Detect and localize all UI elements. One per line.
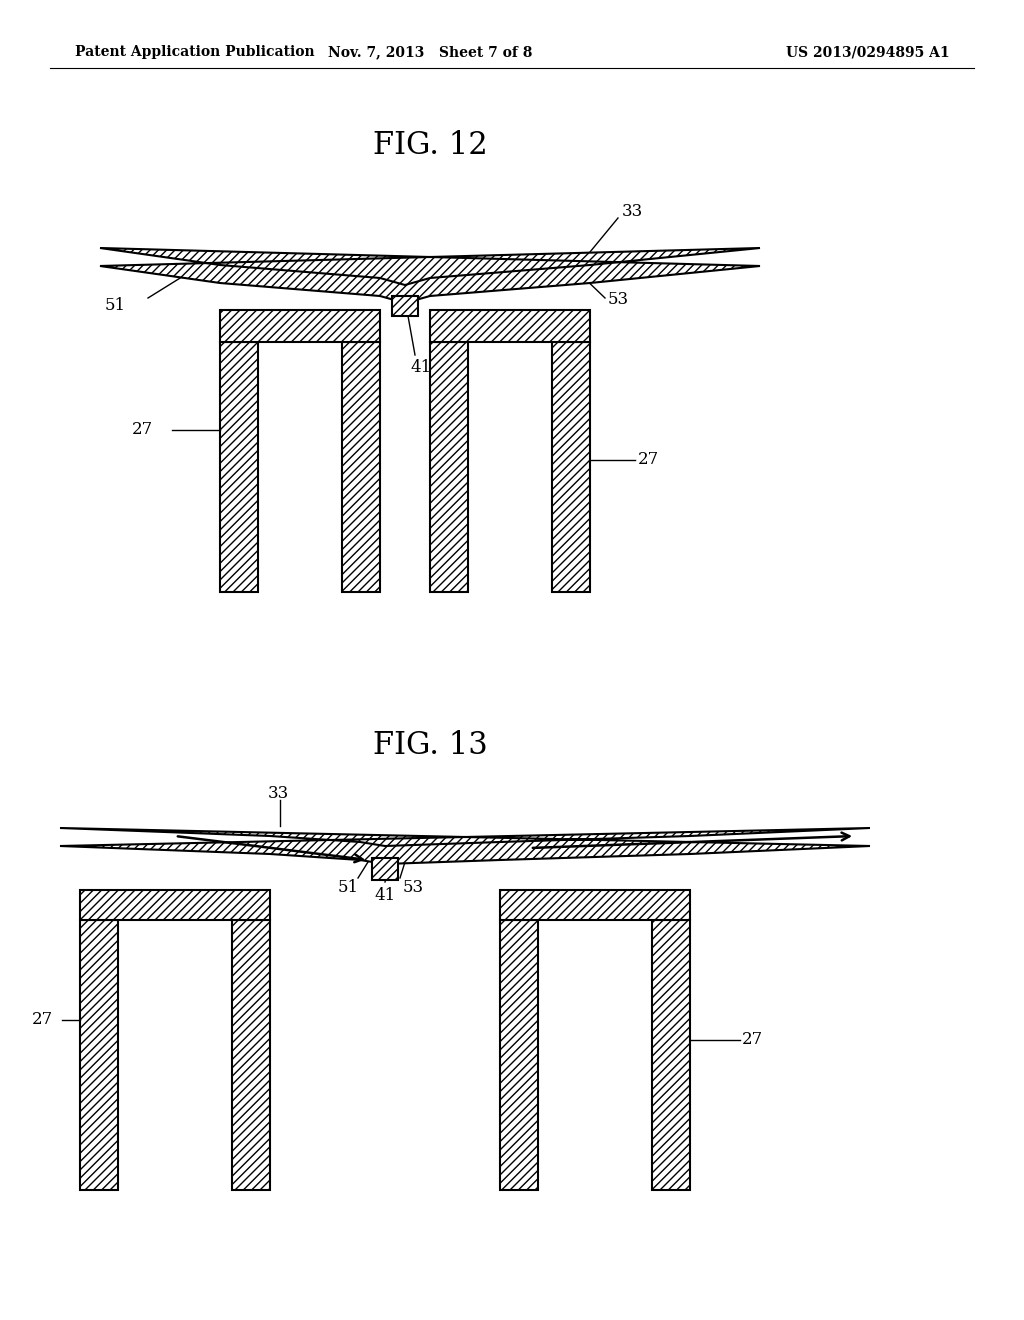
Polygon shape — [342, 342, 380, 591]
Polygon shape — [552, 342, 590, 591]
Polygon shape — [430, 342, 468, 591]
Text: 41: 41 — [410, 359, 431, 376]
Text: 27: 27 — [132, 421, 154, 438]
Text: 53: 53 — [608, 292, 629, 309]
Text: 53: 53 — [403, 879, 424, 896]
Polygon shape — [500, 920, 538, 1191]
Text: FIG. 12: FIG. 12 — [373, 129, 487, 161]
Polygon shape — [80, 920, 118, 1191]
Text: Nov. 7, 2013   Sheet 7 of 8: Nov. 7, 2013 Sheet 7 of 8 — [328, 45, 532, 59]
Polygon shape — [80, 890, 270, 920]
Text: 51: 51 — [105, 297, 126, 314]
Text: 27: 27 — [638, 451, 659, 469]
Text: 33: 33 — [268, 784, 289, 801]
Polygon shape — [430, 310, 590, 342]
Text: 51: 51 — [338, 879, 359, 896]
Polygon shape — [232, 920, 270, 1191]
Text: US 2013/0294895 A1: US 2013/0294895 A1 — [786, 45, 950, 59]
Polygon shape — [392, 296, 418, 315]
Polygon shape — [372, 858, 398, 880]
Polygon shape — [220, 342, 258, 591]
Text: 41: 41 — [374, 887, 395, 904]
Text: FIG. 13: FIG. 13 — [373, 730, 487, 762]
Polygon shape — [652, 920, 690, 1191]
Polygon shape — [100, 248, 760, 304]
Polygon shape — [500, 890, 690, 920]
Text: 27: 27 — [32, 1011, 53, 1028]
Text: 27: 27 — [742, 1031, 763, 1048]
Polygon shape — [60, 828, 870, 865]
Text: Patent Application Publication: Patent Application Publication — [75, 45, 314, 59]
Text: 33: 33 — [622, 203, 643, 220]
Polygon shape — [220, 310, 380, 342]
